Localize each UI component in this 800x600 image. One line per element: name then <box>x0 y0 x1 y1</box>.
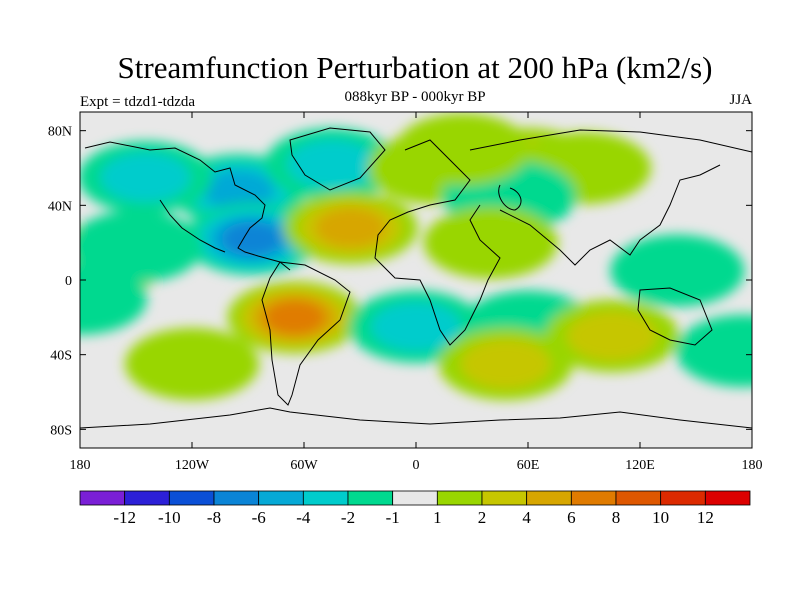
x-tick-label: 60W <box>290 458 318 473</box>
contour-blob-21-0 <box>125 328 259 400</box>
y-tick-label: 80N <box>48 125 72 140</box>
contour-blob-2-1 <box>100 152 191 203</box>
colorbar-swatch <box>124 490 170 506</box>
x-tick-label: 60E <box>517 458 540 473</box>
contour-blob-15-1 <box>371 301 461 352</box>
colorbar-swatch <box>168 490 215 506</box>
contour-blob-19-0 <box>610 234 745 307</box>
colorbar-label: 8 <box>612 508 621 527</box>
colorbar-swatch <box>481 490 528 506</box>
colorbar-swatch <box>526 490 572 506</box>
colorbar-swatch <box>302 490 349 506</box>
x-tick-label: 180 <box>70 458 91 473</box>
contour-blob-20-0 <box>675 314 752 387</box>
contour-blob-17-1 <box>567 311 657 361</box>
contour-blob-18-1 <box>460 339 551 389</box>
chart-subtitle: 088kyr BP - 000kyr BP <box>344 89 486 105</box>
colorbar-label: 1 <box>433 508 442 527</box>
colorbar-swatch <box>570 490 617 506</box>
colorbar-swatch <box>258 490 304 506</box>
contour-blob-3-1 <box>287 139 377 190</box>
colorbar-swatch <box>436 490 483 506</box>
colorbar-label: 4 <box>522 508 531 527</box>
colorbar-label: -4 <box>296 508 311 527</box>
colorbar-label: 12 <box>697 508 714 527</box>
colorbar-label: 6 <box>567 508 576 527</box>
y-tick-label: 0 <box>65 274 72 289</box>
colorbar-swatch <box>660 490 706 506</box>
colorbar-label: 10 <box>652 508 669 527</box>
contour-fields <box>80 113 752 400</box>
contour-blob-12-0 <box>80 210 203 283</box>
colorbar: -12 -10 -8 -6 -4 -2 -1 1 2 4 6 8 10 12 <box>79 490 751 527</box>
x-tick-label: 180 <box>742 458 763 473</box>
colorbar-swatch <box>615 490 662 506</box>
contour-blob-0-2 <box>203 170 275 211</box>
colorbar-label: -12 <box>113 508 136 527</box>
colorbar-swatch <box>704 490 751 506</box>
season-label: JJA <box>729 92 752 108</box>
y-tick-label: 40N <box>48 199 72 214</box>
x-tick-label: 120W <box>175 458 210 473</box>
colorbar-label: -1 <box>386 508 400 527</box>
colorbar-label: -8 <box>207 508 221 527</box>
x-tick-label: 120E <box>625 458 655 473</box>
coastlines <box>80 127 752 429</box>
experiment-label: Expt = tdzd1-tdzda <box>80 94 196 110</box>
x-tick-label: 0 <box>413 458 420 473</box>
contour-blob-14-3 <box>264 300 325 335</box>
colorbar-label: -10 <box>158 508 181 527</box>
contour-blob-1-3 <box>221 221 283 257</box>
colorbar-swatch <box>79 490 126 506</box>
contour-blob-13-0 <box>80 262 147 335</box>
contour-blob-4-2 <box>315 207 387 248</box>
contour-blob-10-0 <box>423 206 558 279</box>
colorbar-label: -2 <box>341 508 355 527</box>
colorbar-label: 2 <box>478 508 487 527</box>
y-tick-label: 40S <box>50 349 72 364</box>
colorbar-swatch <box>213 490 260 506</box>
colorbar-label: -6 <box>252 508 266 527</box>
colorbar-swatch <box>392 490 438 506</box>
axes: 180 120W 60W 0 60E 120E 180 80N 40N 0 40S 80S <box>48 112 763 473</box>
colorbar-swatch <box>347 490 394 506</box>
chart-title: Streamfunction Perturbation at 200 hPa (… <box>117 50 713 85</box>
contour-blob-22-0 <box>395 113 530 186</box>
y-tick-label: 80S <box>50 423 72 438</box>
